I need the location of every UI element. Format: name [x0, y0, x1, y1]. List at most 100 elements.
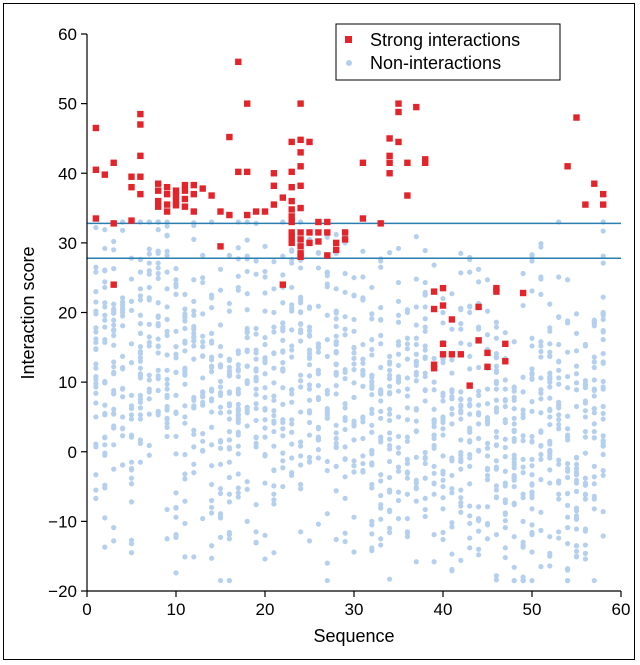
- non-interaction-point: [217, 490, 224, 497]
- non-interaction-point: [253, 405, 259, 412]
- non-interaction-point: [378, 542, 384, 548]
- non-interaction-point: [271, 412, 277, 419]
- non-interaction-point: [369, 522, 375, 528]
- non-interaction-point: [93, 346, 99, 352]
- non-interaction-point: [387, 367, 393, 373]
- non-interaction-point: [440, 453, 446, 459]
- non-interaction-point: [315, 455, 321, 461]
- non-interaction-point: [404, 470, 410, 476]
- threshold-lines: [87, 222, 621, 259]
- non-interaction-point: [342, 474, 348, 480]
- strong-interaction-point: [359, 159, 367, 167]
- non-interaction-point: [387, 383, 393, 389]
- non-interaction-point: [582, 428, 589, 435]
- non-interaction-point: [520, 302, 526, 309]
- non-interaction-point: [600, 311, 606, 317]
- strong-interaction-point: [306, 239, 313, 247]
- non-interaction-point: [200, 399, 206, 405]
- non-interaction-point: [146, 321, 152, 327]
- non-interaction-point: [573, 505, 580, 511]
- non-interaction-point: [155, 323, 161, 329]
- non-interaction-point: [306, 459, 313, 465]
- non-interaction-point: [128, 392, 135, 398]
- non-interaction-point: [582, 542, 589, 548]
- non-interaction-point: [342, 405, 348, 411]
- non-interaction-point: [520, 491, 526, 497]
- non-interaction-point: [573, 387, 580, 393]
- non-interaction-point: [226, 308, 232, 314]
- non-interaction-point: [422, 495, 428, 501]
- non-interaction-point: [467, 396, 473, 403]
- non-interaction-point: [511, 475, 517, 481]
- non-interaction-point: [547, 480, 553, 486]
- non-interaction-point: [173, 355, 179, 361]
- strong-interaction-point: [92, 215, 100, 222]
- non-interaction-point: [458, 416, 464, 422]
- non-interaction-point: [556, 375, 562, 381]
- non-interaction-point: [298, 378, 304, 384]
- non-interaction-point: [520, 389, 526, 395]
- non-interaction-point: [271, 350, 277, 357]
- non-interaction-point: [298, 409, 304, 415]
- non-interaction-point: [565, 460, 571, 467]
- non-interaction-point: [404, 438, 410, 444]
- strong-interaction-point: [172, 187, 180, 194]
- non-interaction-point: [182, 348, 188, 354]
- non-interaction-point: [547, 395, 553, 401]
- strong-interaction-point: [297, 236, 304, 243]
- non-interaction-point: [315, 250, 321, 256]
- non-interaction-point: [360, 341, 366, 348]
- non-interaction-point: [102, 227, 108, 233]
- strong-interaction-point: [591, 180, 598, 187]
- non-interaction-point: [422, 279, 428, 286]
- non-interaction-point: [155, 367, 161, 373]
- strong-interaction-point: [484, 349, 491, 357]
- non-interaction-point: [493, 495, 499, 501]
- non-interaction-point: [93, 495, 99, 501]
- non-interaction-point: [209, 543, 215, 549]
- non-interaction-point: [582, 550, 589, 557]
- strong-interaction-point: [288, 168, 295, 176]
- non-interaction-point: [404, 515, 410, 522]
- non-interaction-point: [315, 396, 321, 403]
- non-interaction-point: [182, 339, 188, 346]
- non-interaction-point: [298, 265, 304, 271]
- non-interaction-point: [111, 247, 117, 253]
- x-tick-label: 50: [523, 600, 542, 619]
- non-interaction-point: [582, 408, 589, 414]
- non-interaction-point: [502, 499, 508, 506]
- strong-interaction-point: [110, 281, 117, 288]
- non-interaction-point: [422, 328, 428, 334]
- non-interaction-point: [493, 464, 499, 470]
- non-interaction-point: [547, 384, 553, 390]
- strong-interaction-point: [386, 152, 393, 160]
- strong-interaction-point: [493, 284, 500, 292]
- non-interaction-point: [440, 426, 446, 432]
- non-interaction-point: [538, 291, 544, 297]
- non-interaction-point: [484, 520, 491, 527]
- non-interaction-point: [582, 496, 589, 502]
- non-interaction-point: [387, 353, 393, 359]
- non-interaction-point: [173, 490, 179, 496]
- non-interaction-point: [511, 459, 517, 465]
- non-interaction-point: [538, 527, 544, 534]
- non-interaction-point: [209, 305, 215, 311]
- non-interaction-point: [511, 415, 517, 421]
- non-interaction-point: [324, 577, 330, 584]
- non-interaction-point: [111, 371, 117, 377]
- non-interaction-point: [164, 352, 170, 358]
- non-interaction-point: [164, 304, 170, 310]
- non-interaction-point: [191, 277, 197, 283]
- non-interaction-point: [146, 268, 152, 274]
- non-interaction-point: [413, 341, 419, 348]
- strong-interaction-point: [600, 201, 607, 208]
- non-interaction-point: [565, 514, 571, 520]
- non-interaction-point: [484, 472, 491, 479]
- strong-interaction-point: [261, 208, 269, 215]
- non-interaction-point: [440, 295, 446, 302]
- non-interaction-point: [217, 410, 224, 416]
- non-interaction-point: [235, 443, 241, 449]
- non-interaction-point: [102, 380, 108, 386]
- non-interaction-point: [529, 335, 535, 341]
- non-interaction-point: [244, 410, 250, 416]
